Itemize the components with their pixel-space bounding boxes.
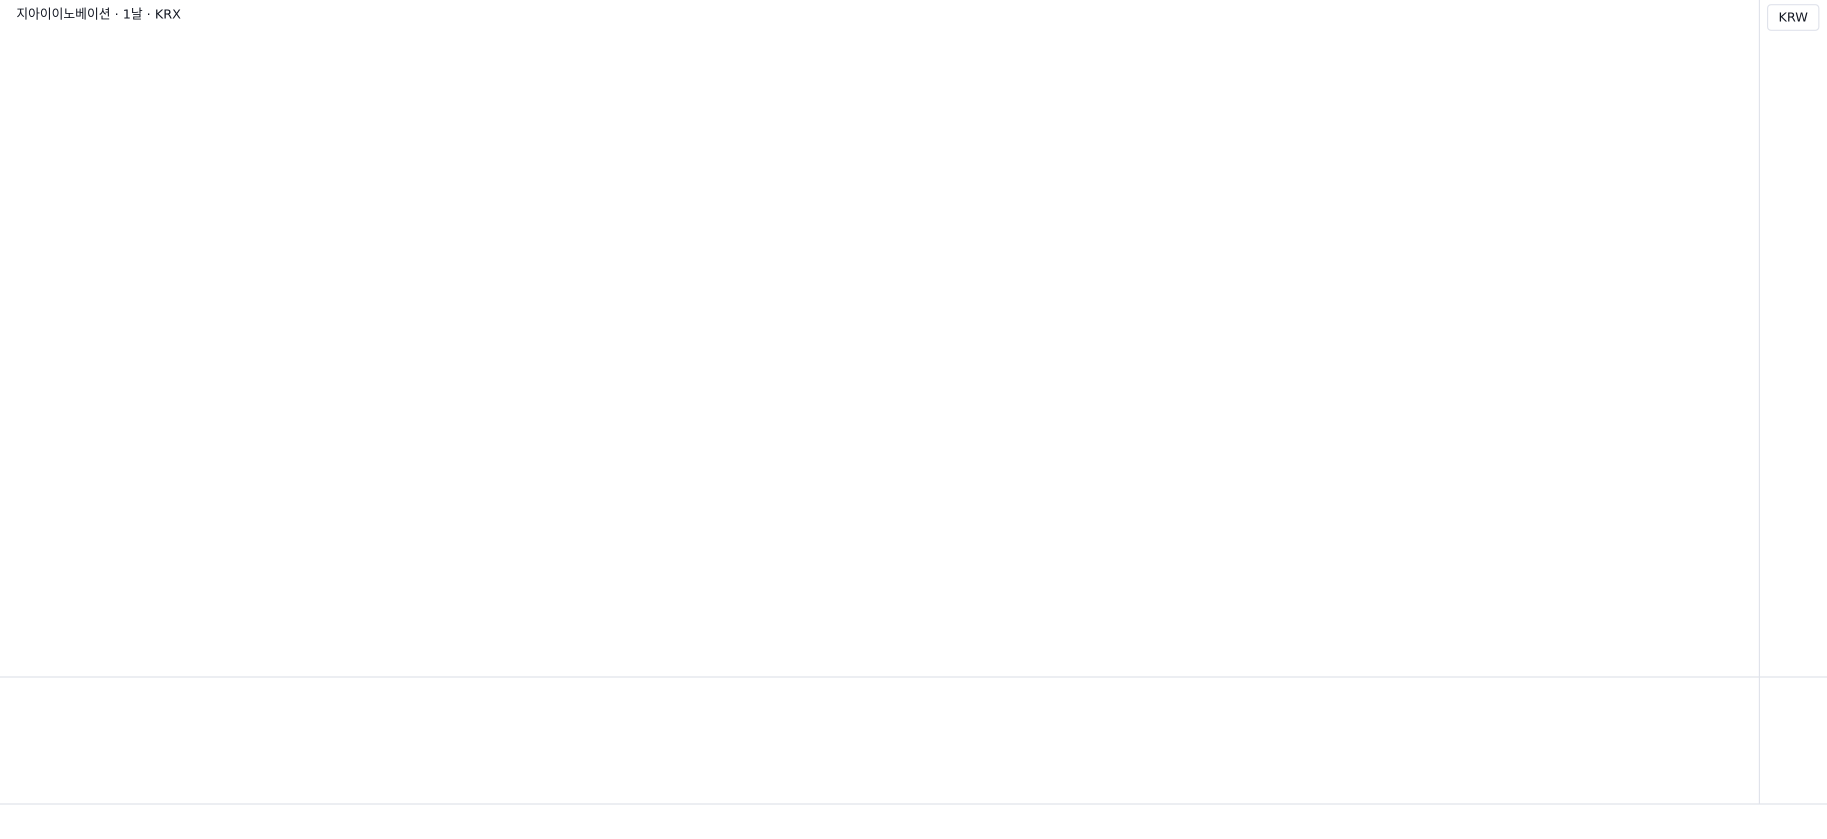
currency-label: KRW [1778, 11, 1808, 26]
chart-title: 지아이이노베이션 · 1날 · KRX [16, 8, 181, 23]
currency-box[interactable] [1766, 4, 1820, 31]
axes: 지아이이노베이션 · 1날 · KRX KRW [0, 0, 1827, 805]
